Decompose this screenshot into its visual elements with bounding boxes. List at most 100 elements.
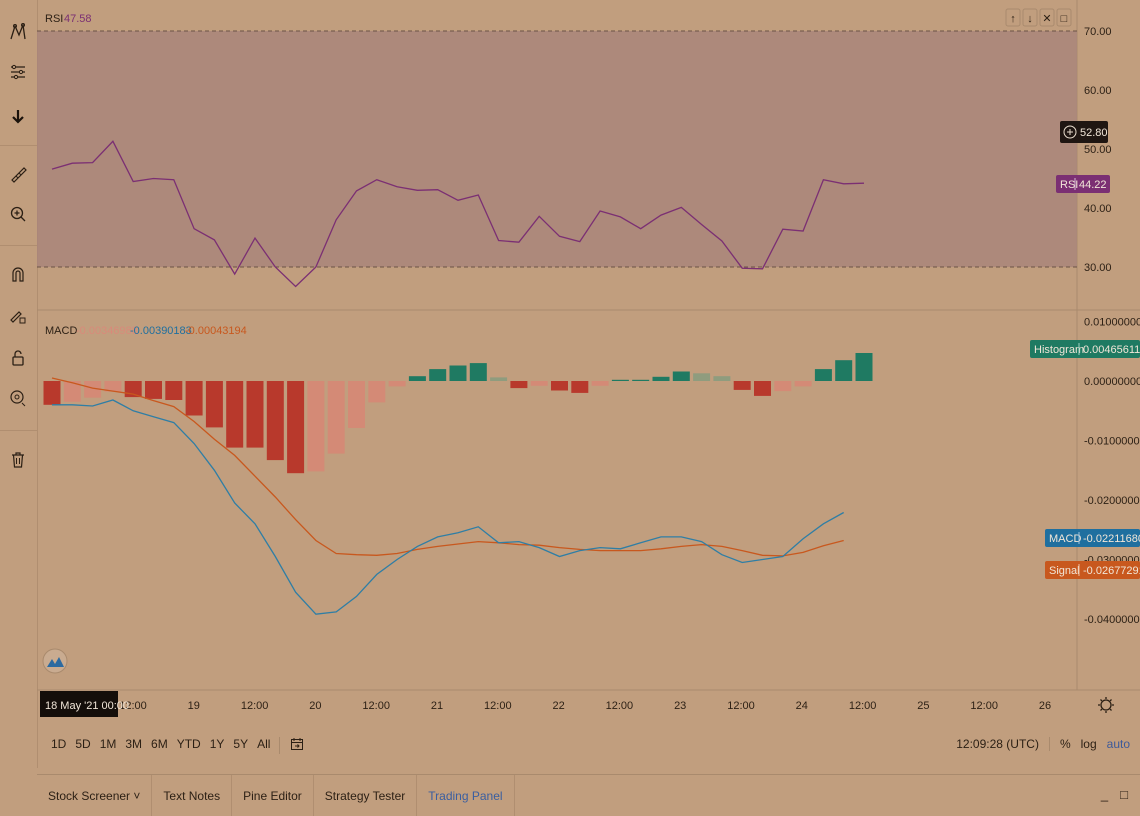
time-tick-label: 23 <box>674 700 686 712</box>
maximize-panel-icon[interactable]: □ <box>1120 787 1128 802</box>
move-up-icon[interactable]: ↑ <box>1010 13 1016 25</box>
close-pane-icon[interactable]: ✕ <box>1042 13 1051 25</box>
left-toolbar <box>0 0 38 768</box>
trash-icon[interactable] <box>6 448 30 472</box>
histogram-bar <box>449 365 467 381</box>
tab-stock-screener[interactable]: Stock Screener ˅ <box>37 775 153 816</box>
histogram-bar <box>266 381 284 461</box>
chart-area[interactable]: 70.00 60.00 50.00 40.00 30.00 RSI 47.58 ↑ ↓ … <box>0 0 1140 722</box>
tradingview-logo-icon[interactable] <box>42 648 68 674</box>
pattern-icon[interactable] <box>6 20 30 44</box>
rsi-legend-label: RSI <box>45 13 63 25</box>
tab-strategy-tester[interactable]: Strategy Tester <box>314 775 418 816</box>
pane-controls: ↑ ↓ ✕ □ <box>1005 8 1072 27</box>
histogram-bar <box>510 381 528 389</box>
time-tick-label: 12:00 <box>727 700 755 712</box>
time-tick-label: 12:00 <box>970 700 998 712</box>
macd-legend-label: MACD <box>45 325 77 337</box>
range-bar: 1D 5D 1M 3M 6M YTD 1Y 5Y All 12:09:28 (U… <box>37 722 1140 768</box>
zoom-in-icon[interactable] <box>6 202 30 226</box>
crosshair-value: 52.80 <box>1080 127 1108 139</box>
maximize-pane-icon[interactable]: □ <box>1061 13 1068 25</box>
range-ytd[interactable]: YTD <box>176 737 201 751</box>
range-1y[interactable]: 1Y <box>209 737 225 751</box>
eye-icon[interactable] <box>6 386 30 410</box>
range-5d[interactable]: 5D <box>75 737 91 751</box>
histogram-marker-name: Histogram <box>1034 344 1084 356</box>
range-5y[interactable]: 5Y <box>233 737 249 751</box>
histogram-bar <box>327 381 345 454</box>
signal-marker-name: Signal <box>1049 565 1080 577</box>
signal-marker-value: -0.02677291 <box>1083 565 1140 577</box>
histogram-bar <box>145 381 162 399</box>
settings-lines-icon[interactable] <box>6 60 30 84</box>
rsi-legend-value: 47.58 <box>64 13 92 25</box>
go-to-date-icon[interactable] <box>279 737 304 754</box>
histogram-bar <box>611 379 629 381</box>
time-tick-label: 20 <box>309 700 321 712</box>
gear-icon[interactable] <box>1098 697 1114 713</box>
signal-marker: Signal -0.02677291 <box>1045 561 1140 579</box>
range-all[interactable]: All <box>257 737 271 751</box>
macd-marker-value: -0.02211680 <box>1083 533 1140 545</box>
histogram-bar <box>754 381 771 396</box>
signal-line <box>51 377 844 557</box>
macd-tick-label: 0.00000000 <box>1084 376 1140 388</box>
tab-text-notes[interactable]: Text Notes <box>152 775 233 816</box>
minimize-panel-icon[interactable]: _ <box>1100 787 1109 802</box>
tab-pine-editor[interactable]: Pine Editor <box>232 775 314 816</box>
rsi-marker-value: 44.22 <box>1079 179 1107 191</box>
histogram-bar <box>368 381 386 403</box>
time-cursor-label-bg <box>40 691 118 717</box>
log-toggle[interactable]: log <box>1080 737 1097 751</box>
rsi-line <box>51 140 865 288</box>
time-tick-label: 12:00 <box>241 700 269 712</box>
histogram-bar <box>591 381 609 386</box>
rsi-tick-label: 40.00 <box>1084 203 1112 215</box>
histogram-bar <box>429 369 447 381</box>
range-1m[interactable]: 1M <box>99 737 117 751</box>
rsi-marker: RSI 44.22 <box>1056 175 1110 193</box>
time-tick-label: 25 <box>917 700 929 712</box>
utc-clock[interactable]: 12:09:28 (UTC) <box>956 737 1050 751</box>
time-tick-label: 21 <box>431 700 443 712</box>
rsi-tick-label: 30.00 <box>1084 262 1112 274</box>
histogram-bar <box>835 360 853 381</box>
histogram-bar <box>185 381 203 416</box>
histogram-bar <box>287 381 305 474</box>
macd-tick-label: -0.04000000 <box>1084 614 1140 626</box>
time-tick-label: 12:00 <box>484 700 512 712</box>
time-tick-label: 12:00 <box>362 700 390 712</box>
histogram-bar <box>307 381 325 472</box>
histogram-marker: Histogram 0.00465611 <box>1030 340 1140 358</box>
range-3m[interactable]: 3M <box>125 737 143 751</box>
ruler-icon[interactable] <box>6 162 30 186</box>
histogram-bar <box>63 381 81 402</box>
time-tick-label: 12:00 <box>606 700 634 712</box>
time-cursor-label: 18 May '21 00:00 <box>45 700 129 712</box>
unlock-icon[interactable] <box>6 346 30 370</box>
histogram-bar <box>490 377 508 381</box>
pencil-lock-icon[interactable] <box>6 304 30 328</box>
macd-legend-v3: -0.00043194 <box>185 325 247 337</box>
macd-line <box>52 399 845 615</box>
percent-toggle[interactable]: % <box>1059 737 1071 751</box>
rsi-tick-label: 60.00 <box>1084 85 1112 97</box>
time-tick-label: 24 <box>796 700 808 712</box>
range-1d[interactable]: 1D <box>51 737 67 751</box>
move-down-icon[interactable]: ↓ <box>1027 13 1033 25</box>
tab-trading-panel[interactable]: Trading Panel <box>417 775 515 816</box>
arrow-down-icon[interactable] <box>6 104 30 128</box>
histogram-bar <box>551 381 568 391</box>
histogram-bar <box>774 381 792 392</box>
magnet-icon[interactable] <box>6 262 30 286</box>
time-tick-label: 12:00 <box>119 700 147 712</box>
auto-toggle[interactable]: auto <box>1106 737 1130 751</box>
histogram-bar <box>469 363 487 381</box>
histogram-bar <box>713 376 731 381</box>
histogram-bar <box>165 381 183 400</box>
range-6m[interactable]: 6M <box>151 737 168 751</box>
macd-legend-v1: -0.00346988 <box>76 325 138 337</box>
histogram-bar <box>693 373 711 381</box>
macd-tick-label: -0.02000000 <box>1084 495 1140 507</box>
